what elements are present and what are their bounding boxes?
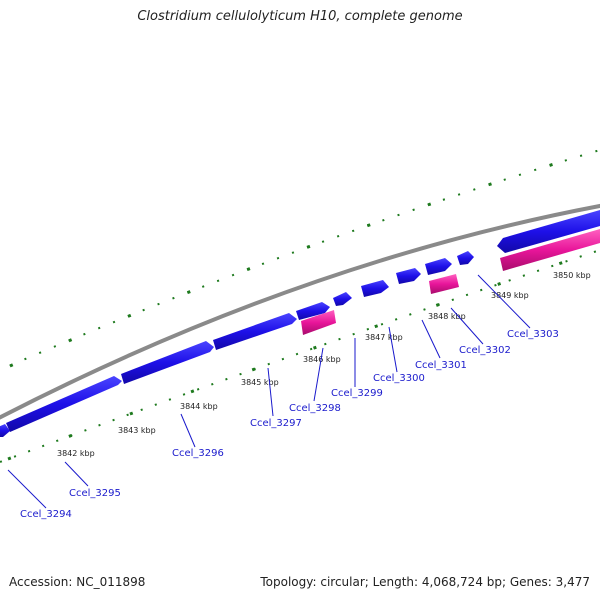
tick-label: 3843 kbp [118,426,156,435]
forward-strand-genes [0,210,600,437]
leader-line [267,367,274,417]
tick-label: 3847 kbp [365,333,403,342]
genome-backbone [0,203,600,420]
gene-label-ccel-3303[interactable]: Ccel_3303 [507,329,559,340]
gene-ccel-3303[interactable] [457,251,474,265]
gene-label-ccel-3296[interactable]: Ccel_3296 [172,448,224,459]
accession-text: Accession: NC_011898 [9,575,146,589]
leader-line [421,319,441,359]
tick-label: 3848 kbp [428,312,466,321]
gene-ccel-3296[interactable] [121,341,214,384]
gene-ccel-3300[interactable] [361,280,389,297]
leader-line [7,469,47,509]
leader-line [388,326,398,373]
gene-label-ccel-3301[interactable]: Ccel_3301 [415,360,467,371]
gene-label-ccel-3299[interactable]: Ccel_3299 [331,388,383,399]
tick-label: 3845 kbp [241,378,279,387]
rna-gene-1[interactable] [301,310,336,335]
gene-large-right[interactable] [497,210,600,253]
gene-label-ccel-3295[interactable]: Ccel_3295 [69,488,121,499]
leader-lines [7,274,531,509]
leader-line [450,307,484,345]
rna-gene-2[interactable] [429,274,459,294]
tick-label: 3846 kbp [303,355,341,364]
gene-ccel-3298[interactable] [296,302,330,320]
gene-ccel-3295[interactable] [6,376,122,432]
gene-ccel-3294[interactable] [0,424,10,437]
tick-label: 3850 kbp [553,271,591,280]
inner-tick-ring [0,249,600,463]
leader-line [64,461,89,487]
tick-label: 3849 kbp [491,291,529,300]
gene-ccel-3299[interactable] [333,292,352,306]
gene-label-ccel-3298[interactable]: Ccel_3298 [289,403,341,414]
leader-line [477,274,531,329]
leader-line [313,347,324,402]
rna-genes [301,229,600,335]
rna-gene-3[interactable] [500,229,600,271]
gene-ccel-3301[interactable] [396,268,421,284]
gene-label-ccel-3294[interactable]: Ccel_3294 [20,509,72,520]
gene-labels: Ccel_3294 Ccel_3295 Ccel_3296 Ccel_3297 … [20,329,559,520]
tick-label: 3844 kbp [180,402,218,411]
tick-label: 3842 kbp [57,449,95,458]
map-title: Clostridium cellulolyticum H10, complete… [137,9,463,24]
gene-label-ccel-3297[interactable]: Ccel_3297 [250,418,302,429]
gene-label-ccel-3302[interactable]: Ccel_3302 [459,345,511,356]
gene-label-ccel-3300[interactable]: Ccel_3300 [373,373,425,384]
gene-ccel-3302[interactable] [425,258,452,275]
gene-ccel-3297[interactable] [213,313,297,350]
genome-summary-text: Topology: circular; Length: 4,068,724 bp… [260,575,590,589]
tick-labels: 3842 kbp 3843 kbp 3844 kbp 3845 kbp 3846… [57,271,591,458]
leader-line [180,413,196,448]
